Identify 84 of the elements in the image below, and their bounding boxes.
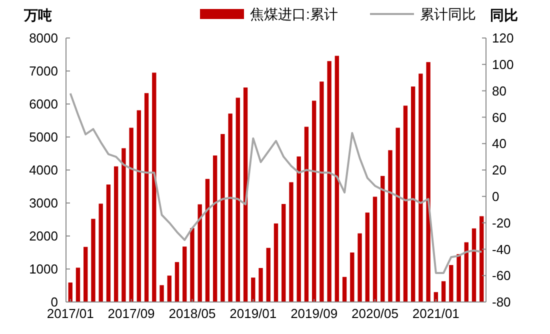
y-tick-label: 7000: [29, 64, 58, 79]
y-tick-label: 1000: [29, 262, 58, 277]
bar: [365, 212, 370, 302]
y-tick-label: 2000: [29, 228, 58, 244]
bar: [403, 106, 408, 302]
bar: [312, 100, 316, 302]
y-tick-label: 3000: [29, 196, 58, 211]
bar: [167, 276, 172, 302]
bar: [258, 268, 263, 302]
bar: [174, 262, 180, 302]
y-tick-label: 5000: [29, 130, 58, 145]
bar: [342, 276, 347, 302]
bar: [388, 150, 392, 302]
bar: [236, 98, 240, 302]
bar: [68, 282, 72, 302]
bar: [274, 223, 278, 302]
bar: [122, 148, 126, 302]
x-tick-label: 2019/09: [290, 306, 338, 321]
x-tick-label: 2021/01: [412, 306, 460, 321]
bar: [212, 155, 218, 302]
bar: [205, 178, 210, 302]
bar: [251, 278, 256, 302]
x-tick-label: 2019/01: [230, 306, 277, 321]
bar: [426, 62, 430, 302]
bar: [449, 265, 454, 302]
y2-tick-label: -20: [492, 215, 511, 230]
bar: [144, 93, 149, 302]
x-tick-label: 2018/05: [168, 306, 216, 321]
x-tick-label: 2020/05: [352, 306, 399, 321]
bar: [441, 281, 446, 302]
bar: [152, 72, 156, 302]
y2-tick-label: 120: [492, 30, 514, 46]
bar: [350, 252, 354, 302]
y-tick-label: 8000: [29, 30, 58, 46]
y2-tick-label: -40: [492, 242, 511, 257]
y2-tick-label: 80: [492, 83, 506, 98]
bar: [410, 86, 416, 302]
bar: [266, 248, 270, 302]
bar: [456, 254, 461, 302]
y2-tick-label: -80: [492, 294, 511, 310]
bar: [304, 126, 309, 302]
y2-axis-title: 同比: [490, 7, 518, 23]
bar: [198, 204, 202, 302]
bar: [334, 56, 340, 302]
bar: [380, 176, 385, 302]
y-axis-title: 万吨: [23, 7, 52, 23]
bar: [220, 134, 225, 302]
bar: [228, 114, 232, 302]
bar: [98, 204, 103, 302]
bar: [464, 242, 468, 302]
bar: [320, 82, 324, 302]
bar: [327, 61, 332, 302]
bar: [289, 182, 294, 302]
y2-tick-label: -60: [492, 268, 511, 284]
bar: [282, 204, 286, 302]
bar: [129, 128, 134, 302]
bar: [84, 246, 88, 302]
bar: [418, 74, 423, 302]
bar: [190, 228, 194, 302]
bar: [114, 166, 118, 302]
bar: [296, 156, 301, 302]
y-tick-label: 4000: [29, 162, 58, 178]
bar: [136, 110, 142, 302]
bar: [472, 228, 476, 302]
bar: [76, 268, 80, 302]
bar: [372, 196, 378, 302]
x-tick-label: 2017/09: [108, 306, 155, 321]
line-series: [69, 92, 483, 274]
bar: [91, 218, 96, 302]
y2-tick-label: 100: [492, 56, 514, 72]
bar: [396, 128, 400, 302]
bar: [243, 88, 248, 302]
bar: [182, 246, 187, 302]
legend-label: 焦煤进口:累计: [250, 6, 338, 22]
bar: [358, 233, 362, 302]
bar: [480, 216, 484, 302]
y-tick-label: 6000: [29, 96, 58, 112]
legend-label: 累计同比: [420, 6, 476, 22]
y2-tick-label: 40: [492, 136, 506, 152]
y2-tick-label: 0: [492, 188, 500, 204]
y2-tick-label: 20: [492, 162, 506, 178]
bar: [106, 184, 111, 302]
bar: [160, 285, 164, 302]
y2-tick-label: 60: [492, 110, 506, 125]
